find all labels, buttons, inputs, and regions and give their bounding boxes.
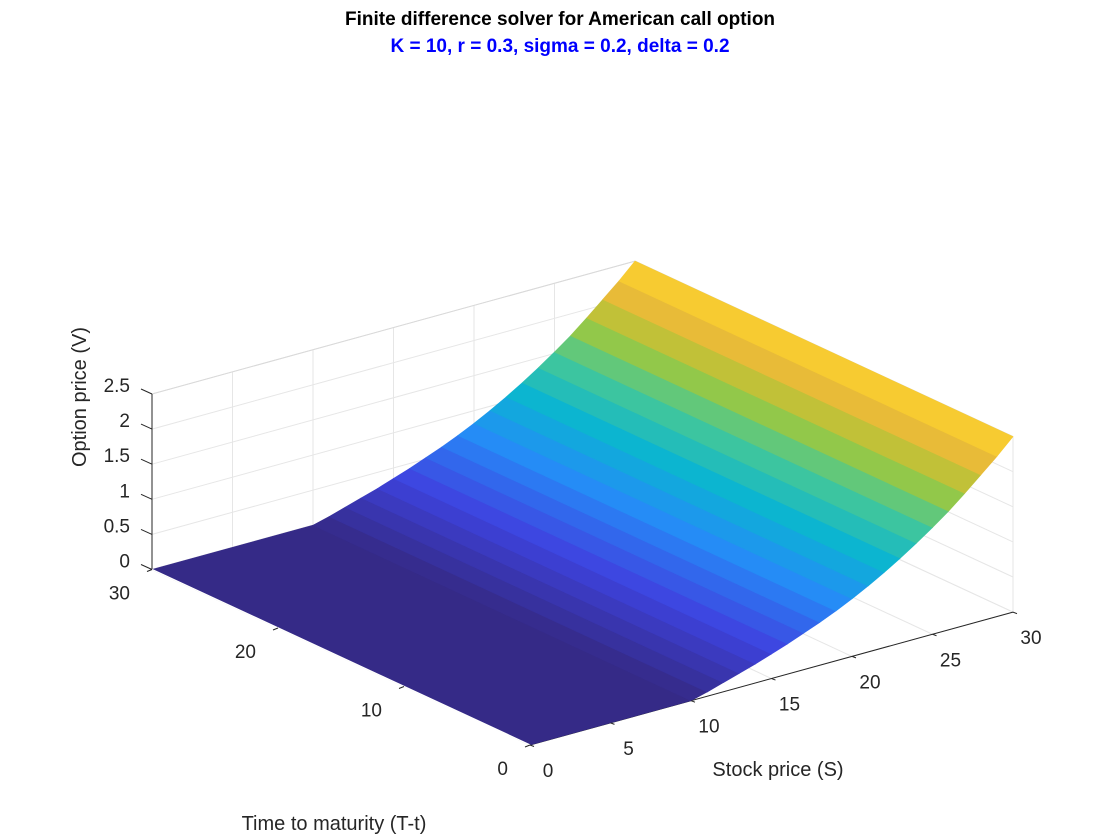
x-tick-label: 30 [1020,628,1041,649]
x-axis-label: Stock price (S) [712,759,843,781]
surface-patch [618,260,1014,457]
x-tick-label: 5 [623,739,634,760]
y-tick-label: 30 [109,584,130,605]
z-tick-mark [140,423,153,430]
z-axis-label: Option price (V) [69,327,91,467]
x-tick-mark [690,700,696,703]
surface-plot [151,260,1014,746]
y-tick-mark [524,744,531,748]
tick-labels: 0 5 10 15 20 25 30 0 10 20 30 0 0.5 1 1.5 2 2.5 [104,376,1042,782]
y-tick-mark [272,627,279,631]
x-tick-label: 10 [698,717,719,738]
y-tick-label: 20 [235,642,256,663]
surface-edge [151,568,531,746]
z-tick-mark [140,388,153,395]
y-tick-label: 10 [361,701,382,722]
z-tick-label: 0 [119,552,130,573]
y-tick-mark [146,569,153,572]
gridline [151,295,636,430]
z-tick-label: 1.5 [104,446,130,467]
x-tick-label: 25 [940,650,961,671]
chart-subtitle: K = 10, r = 0.3, sigma = 0.2, delta = 0.… [390,36,730,57]
z-tick-label: 0.5 [104,516,130,537]
z-tick-label: 1 [119,481,130,502]
x-tick-label: 0 [543,761,554,782]
z-tick-label: 2 [119,411,130,432]
z-tick-mark [140,493,153,500]
x-tick-label: 15 [779,695,800,716]
box-edge [151,260,636,395]
z-tick-mark [140,528,153,535]
z-tick-mark [140,458,153,465]
z-tick-label: 2.5 [104,376,130,397]
x-tick-mark [932,633,937,637]
x-tick-mark [529,744,535,747]
x-tick-mark [610,722,615,725]
x-tick-mark [851,655,857,659]
x-tick-mark [1012,611,1018,615]
y-axis-label: Time to maturity (T-t) [242,813,427,835]
chart-title: Finite difference solver for American ca… [344,9,776,30]
x-tick-mark [771,678,776,681]
y-tick-mark [398,686,405,689]
x-tick-label: 20 [859,672,880,693]
y-tick-label: 0 [497,759,508,780]
z-tick-mark [140,564,153,570]
